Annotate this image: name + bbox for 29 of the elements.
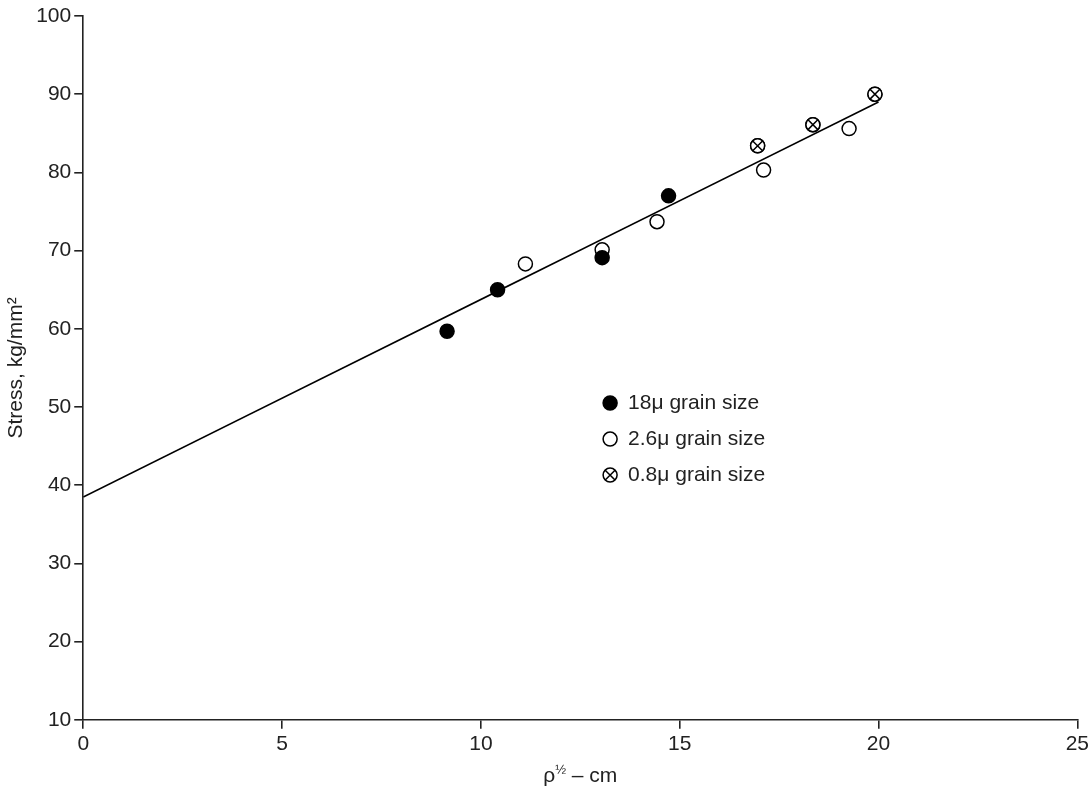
point	[594, 249, 610, 266]
y-tick-label: 90	[47, 81, 72, 104]
y-tick-label: 100	[36, 2, 72, 26]
y-tick-label: 20	[47, 628, 72, 652]
x-tick-label: 5	[276, 731, 288, 755]
y-axis-title: Stress, kg/mm²	[3, 297, 27, 439]
x-axis-title: ρ$^{½}$ – cm	[543, 762, 618, 787]
y-tick-label: 80	[47, 159, 72, 183]
y-tick-label: 60	[47, 315, 72, 339]
legend-label: 18μ grain size	[628, 389, 760, 413]
point	[660, 188, 677, 204]
point	[439, 323, 455, 339]
point	[841, 120, 857, 137]
legend-label: 2.6μ grain size	[628, 425, 766, 449]
x-tick-label: 25	[1065, 731, 1089, 755]
point	[489, 281, 506, 298]
x-tick-label: 10	[469, 731, 493, 755]
y-tick-label: 70	[47, 237, 72, 261]
y-tick-label: 10	[47, 706, 72, 730]
x-tick-label: 0	[77, 731, 90, 755]
point	[517, 256, 534, 272]
y-tick-label: 40	[47, 472, 72, 495]
point	[755, 162, 772, 178]
point	[649, 213, 665, 230]
legend-label: 0.8μ grain size	[628, 461, 766, 485]
y-tick-label: 30	[47, 550, 72, 574]
x-tick-label: 15	[668, 731, 692, 755]
y-tick-label: 50	[47, 393, 72, 417]
x-tick-label: 20	[866, 731, 891, 755]
